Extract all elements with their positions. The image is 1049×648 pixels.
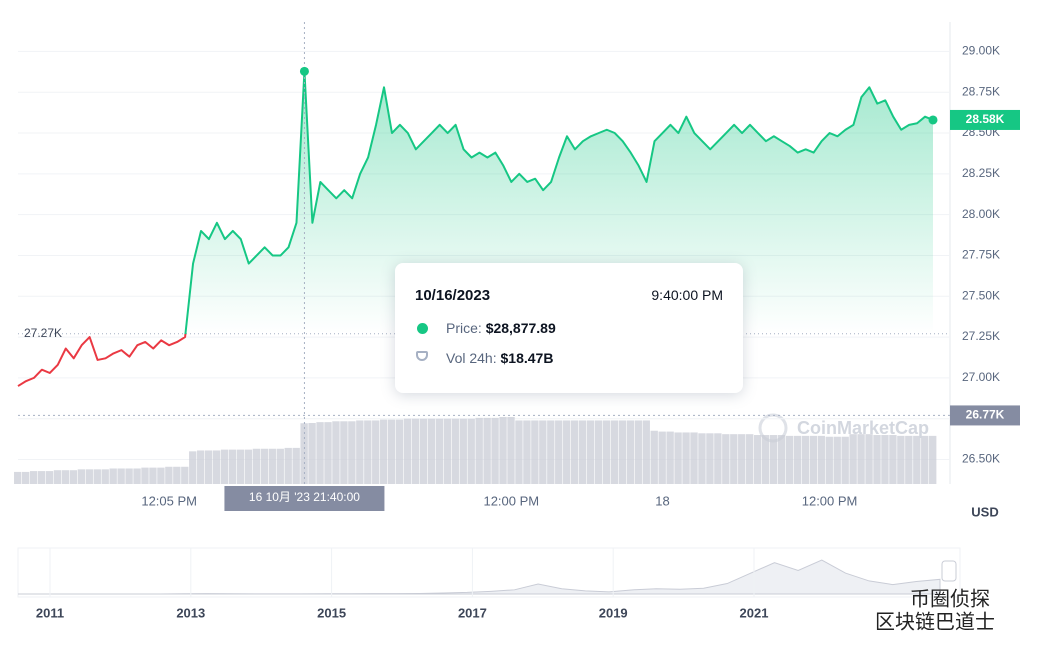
navigator-year: 2013 (176, 605, 205, 620)
tooltip-price: Price: $28,877.89 (446, 320, 556, 336)
crosshair-y-tag (950, 405, 1020, 426)
tooltip-time: 9:40:00 PM (651, 287, 723, 303)
navigator-year: 2021 (740, 605, 769, 620)
navigator-year: 2019 (599, 605, 628, 620)
navigator-year: 2015 (317, 605, 346, 620)
navigator-year: 2017 (458, 605, 487, 620)
tooltip-date: 10/16/2023 (415, 287, 491, 304)
price-label: Price: (446, 320, 482, 336)
crosshair-x-label: 16 10月 '23 21:40:00 (249, 490, 360, 504)
volume-label: Vol 24h: (446, 350, 497, 366)
price-value: $28,877.89 (485, 320, 556, 336)
y-tick-label: 27.00K (962, 370, 1000, 384)
tooltip-volume: Vol 24h: $18.47B (446, 350, 553, 366)
x-tick-label: 12:00 PM (802, 493, 858, 508)
crosshair-y-label: 26.77K (966, 408, 1005, 422)
y-tick-label: 28.75K (962, 84, 1000, 98)
y-tick-label: 27.50K (962, 288, 1000, 302)
footer-watermark: 币圈侦探 (910, 587, 990, 610)
y-tick-label: 27.25K (962, 329, 1000, 343)
current-tag (950, 109, 1020, 130)
navigator-area (18, 559, 941, 595)
crosshair-x-tag (224, 486, 385, 511)
volume-icon (416, 351, 428, 361)
x-tick-label: 12:05 PM (141, 493, 197, 508)
last-point (928, 115, 938, 125)
navigator-year: 2011 (36, 605, 64, 620)
footer-watermark: 区块链巴道士 (875, 610, 995, 633)
navigator-handle[interactable] (941, 560, 957, 582)
y-tick-label: 29.00K (962, 44, 1000, 58)
tooltip: 10/16/2023 9:40:00 PM Price: $28,877.89 … (395, 263, 743, 393)
y-tick-label: 27.75K (962, 248, 1000, 262)
price-icon (417, 323, 428, 334)
volume-value: $18.47B (500, 350, 554, 366)
unit-label: USD (971, 504, 998, 519)
price-line (17, 70, 934, 387)
y-tick-label: 28.00K (962, 207, 1000, 221)
hover-point (299, 66, 309, 76)
watermark: CoinMarketCap (797, 418, 929, 438)
current-label: 28.58K (966, 112, 1005, 126)
baseline-label: 27.27K (24, 326, 62, 340)
x-tick-label: 18 (655, 493, 669, 508)
volume-bar (14, 471, 22, 484)
y-tick-label: 26.50K (962, 452, 1000, 466)
x-tick-label: 12:00 PM (483, 493, 539, 508)
y-tick-label: 28.25K (962, 166, 1000, 180)
